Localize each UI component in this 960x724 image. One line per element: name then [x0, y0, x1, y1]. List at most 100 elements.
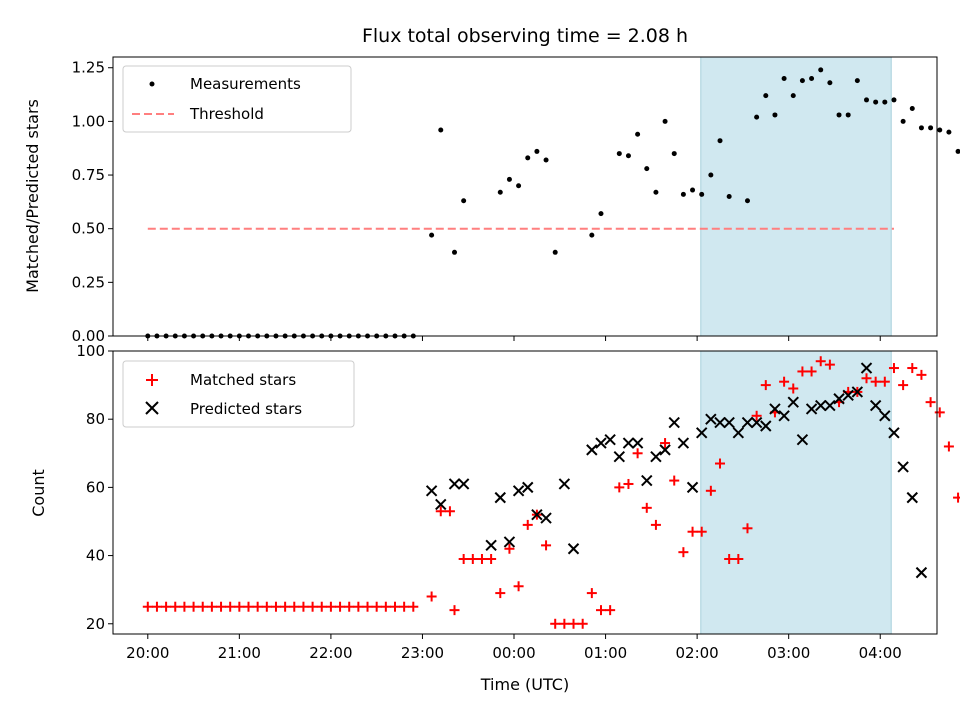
series-measurements — [145, 67, 960, 339]
data-point — [741, 416, 754, 429]
data-point — [751, 410, 762, 421]
data-point — [559, 618, 570, 629]
data-point — [696, 526, 707, 537]
data-point — [623, 478, 634, 489]
data-point — [678, 547, 689, 558]
legend-threshold-label: Threshold — [189, 105, 264, 123]
data-point — [763, 93, 769, 99]
top-y-axis-label: Matched/Predicted stars — [23, 99, 42, 293]
data-point — [955, 148, 960, 154]
data-point — [907, 363, 918, 374]
data-point — [717, 138, 723, 144]
data-point — [845, 112, 851, 118]
data-point — [796, 433, 809, 446]
bottom-x-axis: 20:00 21:00 22:00 23:00 00:00 01:00 02:00 03:00… — [126, 634, 902, 662]
data-point — [934, 407, 945, 418]
data-point — [815, 356, 826, 367]
y-tick-label: 20 — [86, 615, 105, 633]
data-point — [558, 478, 571, 490]
data-point — [668, 416, 680, 429]
data-point — [781, 75, 787, 81]
top-plot-frame — [112, 56, 938, 337]
y-tick-label: 40 — [86, 547, 105, 565]
data-point — [408, 601, 419, 612]
data-point — [504, 543, 515, 554]
data-point — [787, 396, 799, 408]
y-tick-label: 1.00 — [72, 112, 105, 130]
data-point — [541, 540, 552, 551]
data-point — [543, 157, 549, 163]
data-point — [909, 106, 915, 112]
data-point — [928, 125, 934, 131]
data-point — [650, 450, 662, 463]
highlight-span — [700, 57, 892, 336]
data-point — [690, 187, 696, 193]
legend-predicted-label: Predicted stars — [190, 400, 302, 418]
y-tick-label: 0.75 — [72, 166, 105, 184]
data-point — [833, 393, 845, 405]
data-point — [879, 410, 891, 422]
data-point — [429, 232, 435, 238]
data-point — [650, 519, 661, 530]
data-point — [778, 410, 790, 422]
data-point — [435, 506, 446, 517]
data-point — [916, 369, 927, 380]
data-point — [714, 416, 726, 429]
data-point — [888, 427, 900, 439]
data-point — [457, 478, 470, 490]
x-axis-label: Time (UTC) — [480, 675, 569, 694]
y-tick-label: 0.25 — [72, 273, 105, 291]
data-point — [854, 78, 860, 84]
data-point — [869, 399, 882, 412]
data-point — [506, 176, 512, 182]
data-point — [662, 118, 668, 124]
data-point — [522, 481, 534, 494]
data-point — [824, 359, 835, 370]
data-point — [486, 553, 497, 564]
data-point — [937, 127, 943, 133]
data-point — [605, 605, 616, 616]
data-point — [653, 189, 659, 195]
data-point — [680, 191, 686, 197]
data-point — [622, 437, 635, 449]
data-point — [325, 601, 336, 612]
data-point — [860, 362, 873, 374]
top-legend: Measurements Threshold — [122, 65, 352, 133]
data-point — [513, 581, 524, 592]
bottom-panel: 20 40 60 80 100 20:00 21:00 22:00 23:00 00:00 01:… — [29, 342, 960, 694]
x-tick-label: 21:00 — [218, 644, 261, 662]
data-point — [522, 519, 533, 530]
data-point — [918, 125, 924, 131]
data-point — [641, 502, 652, 513]
data-point — [695, 427, 708, 439]
data-point — [589, 232, 595, 238]
data-point — [686, 481, 699, 494]
data-point — [425, 485, 438, 497]
data-point — [188, 601, 199, 612]
data-point — [705, 413, 717, 425]
y-tick-label: 100 — [76, 342, 105, 360]
data-point — [435, 498, 447, 511]
data-point — [671, 151, 677, 157]
data-point — [632, 448, 643, 459]
data-point — [708, 172, 714, 178]
data-point — [142, 601, 153, 612]
data-point — [449, 605, 460, 616]
data-point — [715, 458, 726, 469]
bottom-plot-marks — [142, 351, 960, 634]
data-point — [906, 491, 918, 504]
chart-title: Flux total observing time = 2.08 h — [362, 25, 688, 47]
data-point — [750, 416, 763, 429]
data-point — [898, 380, 909, 391]
data-point — [568, 618, 579, 629]
data-point — [197, 601, 208, 612]
data-point — [426, 591, 437, 602]
data-point — [699, 191, 705, 197]
top-panel: 0.00 0.25 0.50 0.75 1.00 1.25 Matched/Predict… — [23, 56, 960, 345]
data-point — [660, 438, 671, 449]
legend-measurements-label: Measurements — [190, 75, 301, 93]
data-point — [567, 543, 580, 555]
data-point — [879, 376, 890, 387]
data-point — [669, 475, 680, 486]
